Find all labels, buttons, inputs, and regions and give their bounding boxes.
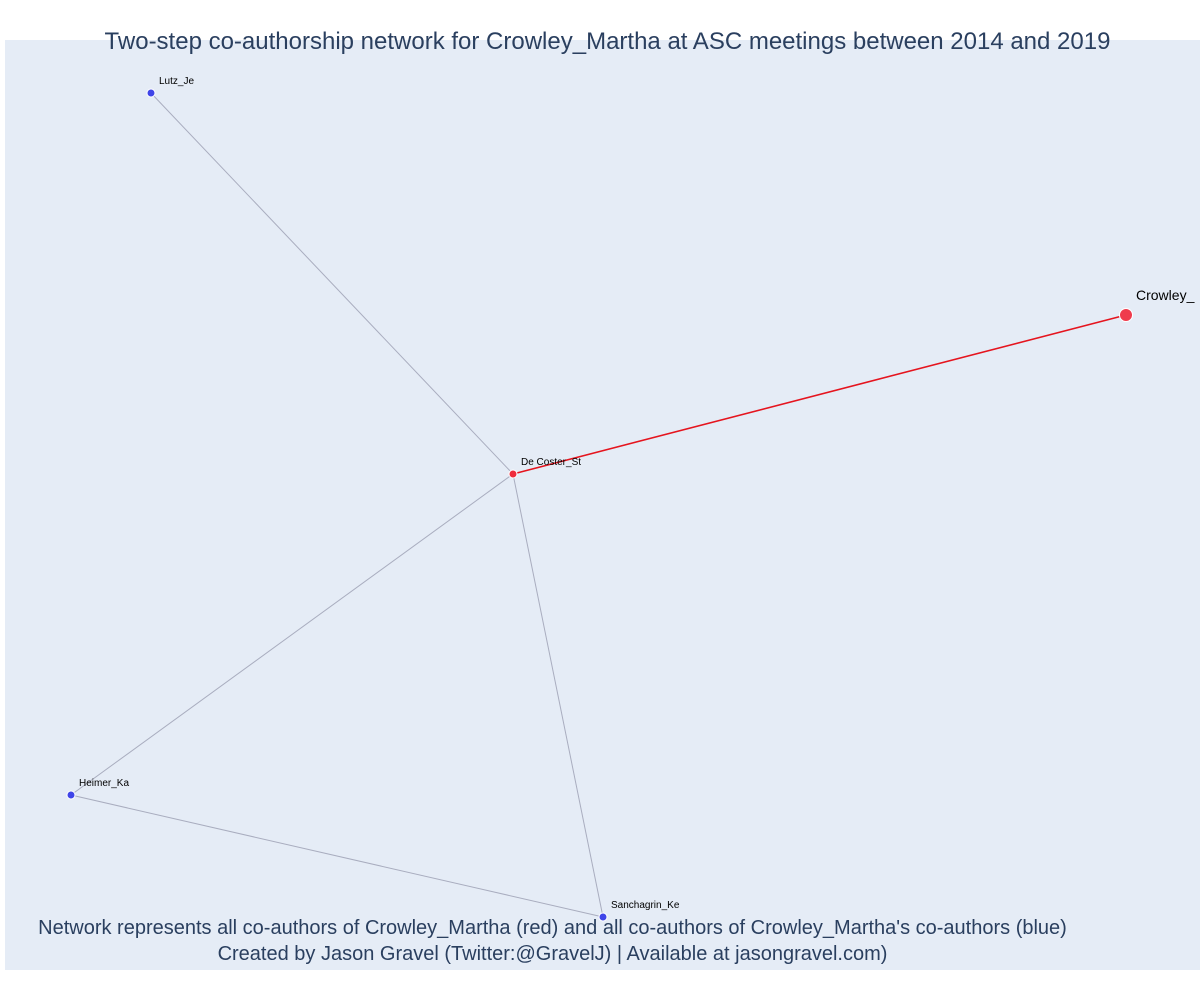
node-label-crowley-martha: Crowley_ xyxy=(1136,287,1195,303)
caption-line-1: Network represents all co-authors of Cro… xyxy=(38,917,1067,939)
chart-title: Two-step co-authorship network for Crowl… xyxy=(104,28,1111,55)
node-label-lutz-je: Lutz_Je xyxy=(159,76,194,87)
edge-de-coster-st-sanchagrin-ke xyxy=(512,473,604,918)
edge-de-coster-st-heimer-ka xyxy=(70,473,514,796)
edge-de-coster-st-lutz-je xyxy=(150,92,514,475)
node-crowley-martha[interactable] xyxy=(1119,308,1133,322)
edge-de-coster-st-crowley-martha xyxy=(512,314,1127,475)
node-heimer-ka[interactable] xyxy=(66,790,76,800)
plot-background xyxy=(5,40,1200,970)
node-label-sanchagrin-ke: Sanchagrin_Ke xyxy=(611,900,680,911)
node-lutz-je[interactable] xyxy=(146,88,156,98)
node-de-coster-st[interactable] xyxy=(508,469,518,479)
node-label-de-coster-st: De Coster_St xyxy=(521,457,581,468)
node-sanchagrin-ke[interactable] xyxy=(598,912,608,922)
edge-heimer-ka-sanchagrin-ke xyxy=(70,794,604,918)
node-label-heimer-ka: Heimer_Ka xyxy=(79,778,129,789)
caption-line-2: Created by Jason Gravel (Twitter:@Gravel… xyxy=(217,943,888,965)
